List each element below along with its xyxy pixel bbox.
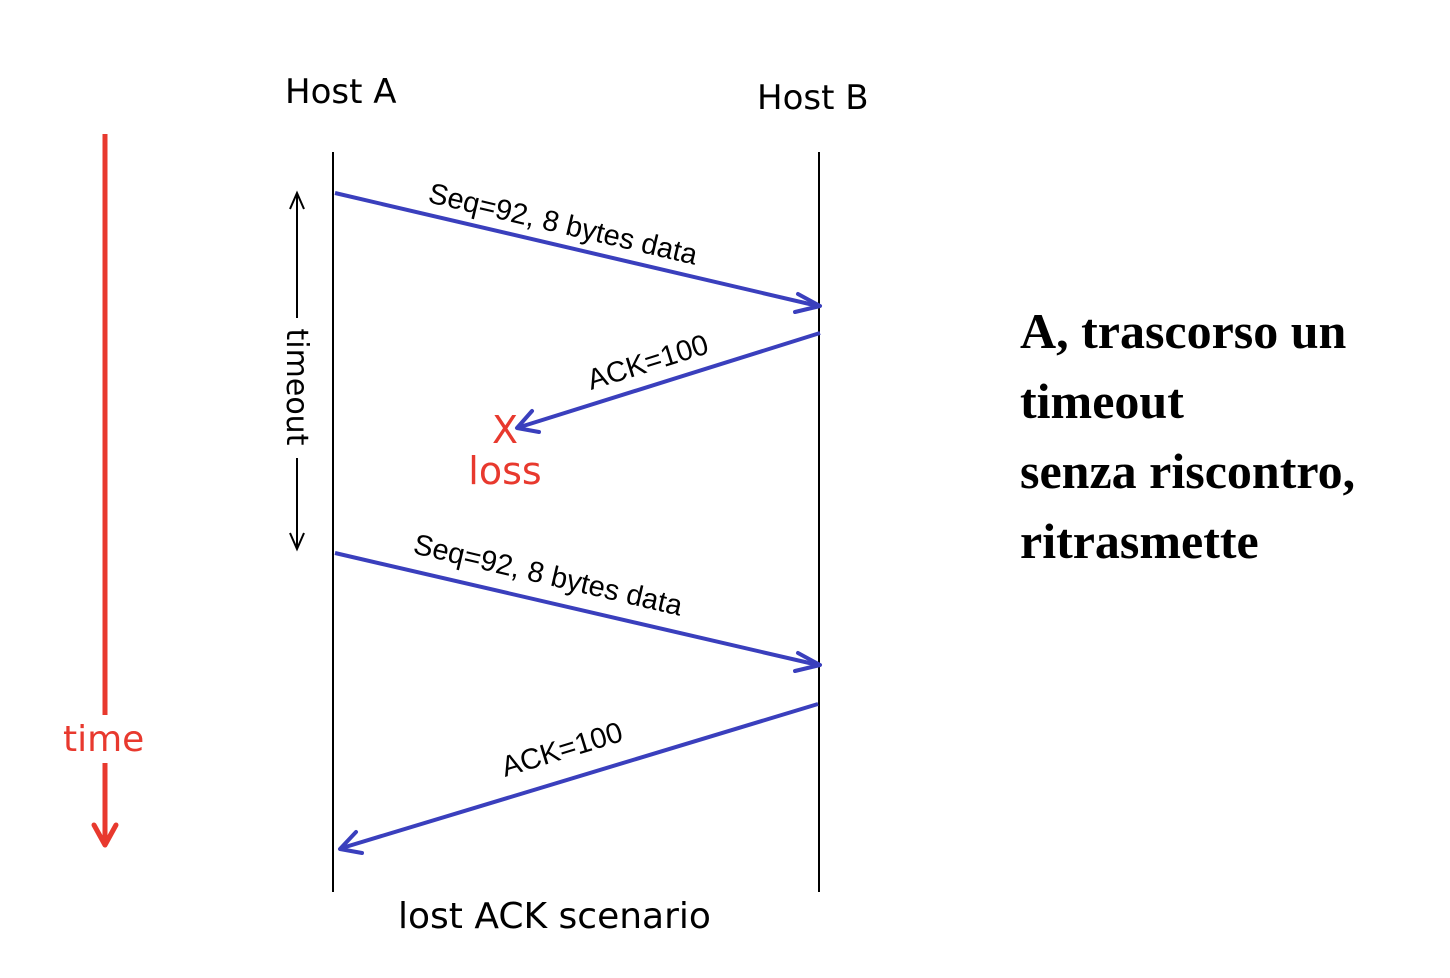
timeout-interval: timeout (279, 190, 314, 552)
message-seq-1-arrow (334, 191, 819, 308)
loss-x-icon: X (492, 408, 518, 452)
message-seq-1: Seq=92, 8 bytes data (334, 178, 822, 314)
diagram-caption: lost ACK scenario (398, 896, 711, 937)
side-note: A, trascorso un timeout senza riscontro,… (1020, 296, 1440, 576)
message-seq-2-label: Seq=92, 8 bytes data (410, 529, 686, 623)
message-ack-1-arrowhead (515, 409, 541, 434)
time-axis-arrowhead (91, 822, 119, 848)
message-seq-2-arrow (334, 551, 819, 667)
side-note-line: senza riscontro, (1020, 443, 1356, 499)
timeout-label: timeout (279, 329, 314, 446)
side-note-line: ritrasmette (1020, 513, 1259, 569)
message-ack-2-arrow (341, 702, 819, 850)
message-ack-1-arrow (519, 331, 821, 429)
time-axis: time (58, 134, 158, 848)
time-label-backdrop (58, 715, 158, 763)
message-seq-2-arrowhead (793, 651, 822, 673)
loss-marker: X loss (468, 408, 541, 493)
side-note-line: timeout (1020, 373, 1184, 429)
message-ack-2-arrowhead (338, 830, 364, 855)
timeout-label-backdrop (282, 318, 314, 458)
host-b-label: Host B (757, 78, 869, 118)
timeout-arrowhead-bottom (289, 532, 305, 552)
message-seq-2: Seq=92, 8 bytes data (334, 529, 822, 673)
message-ack-2-label: ACK=100 (498, 717, 627, 784)
time-label: time (63, 719, 144, 760)
host-a-label: Host A (285, 72, 396, 112)
message-ack-1: ACK=100 (515, 329, 821, 434)
timeout-arrowhead-top (289, 190, 305, 210)
loss-label: loss (468, 449, 541, 493)
message-ack-2: ACK=100 (338, 702, 819, 855)
side-note-line: A, trascorso un (1020, 303, 1347, 359)
message-seq-1-arrowhead (793, 292, 822, 314)
